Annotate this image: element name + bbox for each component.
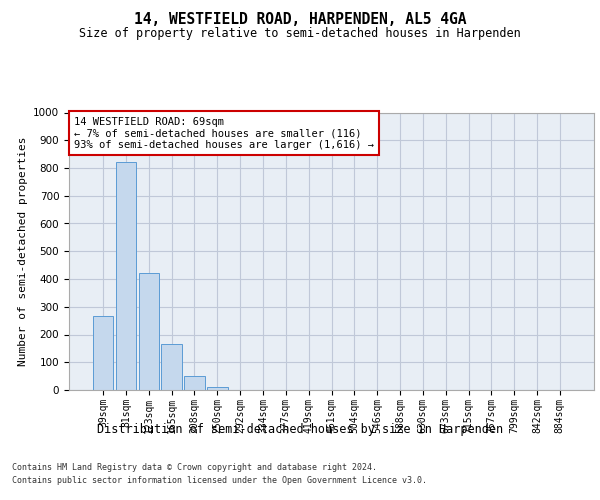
- Text: 14 WESTFIELD ROAD: 69sqm
← 7% of semi-detached houses are smaller (116)
93% of s: 14 WESTFIELD ROAD: 69sqm ← 7% of semi-de…: [74, 116, 374, 150]
- Bar: [93, 316, 113, 390]
- Text: Size of property relative to semi-detached houses in Harpenden: Size of property relative to semi-detach…: [79, 28, 521, 40]
- Text: Contains public sector information licensed under the Open Government Licence v3: Contains public sector information licen…: [12, 476, 427, 485]
- Bar: [207, 386, 227, 390]
- Text: Distribution of semi-detached houses by size in Harpenden: Distribution of semi-detached houses by …: [97, 422, 503, 436]
- Y-axis label: Number of semi-detached properties: Number of semi-detached properties: [17, 136, 28, 366]
- Bar: [116, 162, 136, 390]
- Text: 14, WESTFIELD ROAD, HARPENDEN, AL5 4GA: 14, WESTFIELD ROAD, HARPENDEN, AL5 4GA: [134, 12, 466, 28]
- Bar: [161, 344, 182, 390]
- Bar: [184, 376, 205, 390]
- Text: Contains HM Land Registry data © Crown copyright and database right 2024.: Contains HM Land Registry data © Crown c…: [12, 462, 377, 471]
- Bar: [139, 274, 159, 390]
